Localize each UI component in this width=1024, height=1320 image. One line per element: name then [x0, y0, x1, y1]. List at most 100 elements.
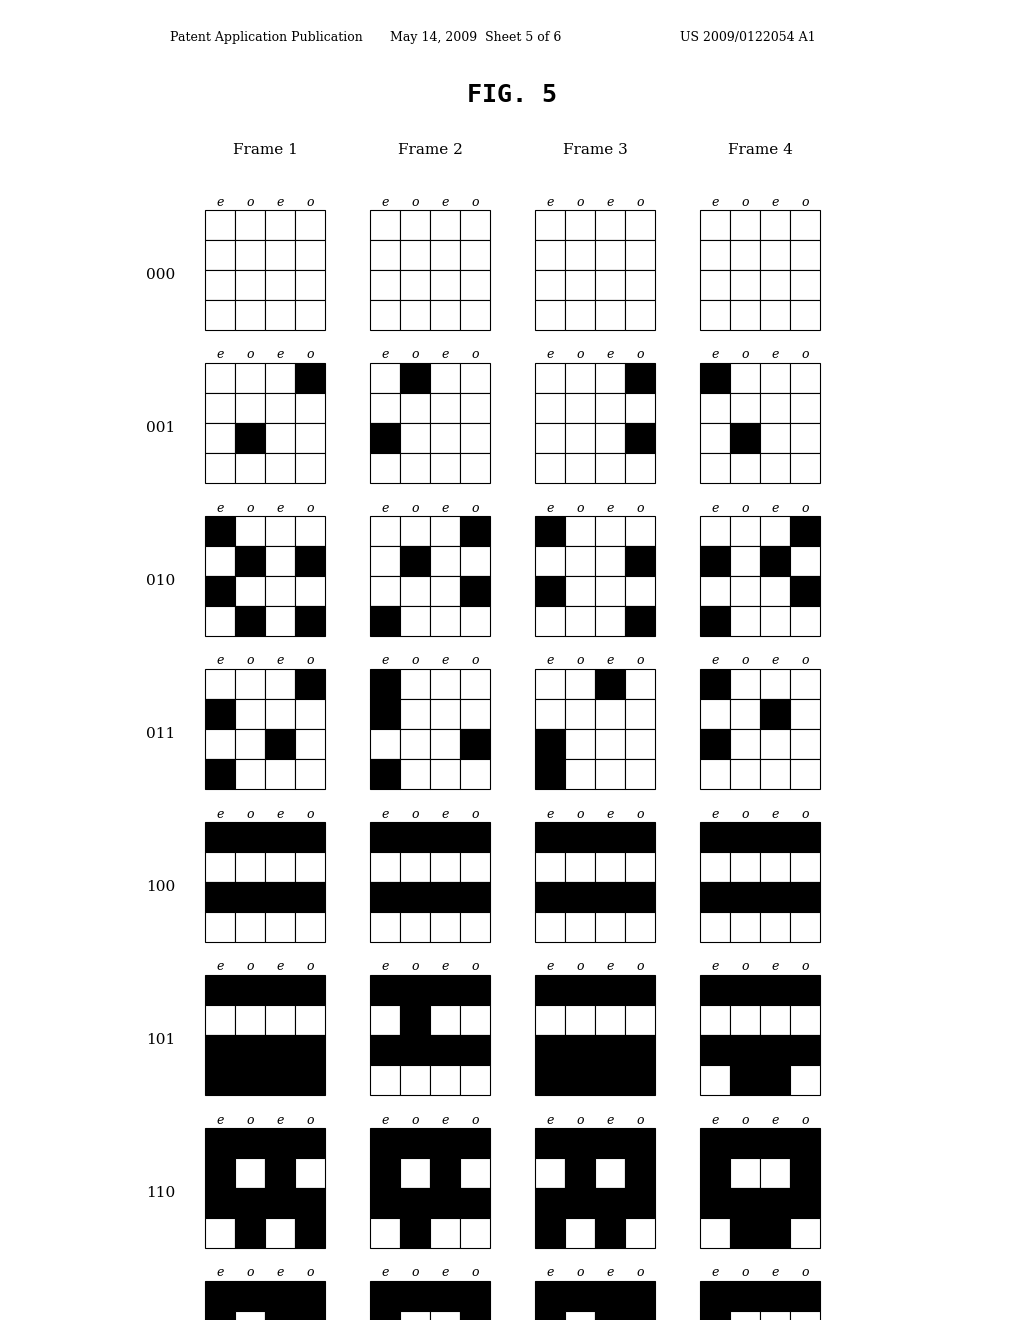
Bar — [625, 271, 655, 300]
Text: e: e — [276, 502, 284, 515]
Bar — [790, 271, 820, 300]
Bar — [265, 669, 295, 700]
Bar — [760, 975, 790, 1005]
Bar — [295, 546, 325, 576]
Bar — [265, 1065, 295, 1096]
Text: o: o — [246, 655, 254, 668]
Bar — [400, 975, 430, 1005]
Bar — [535, 1129, 565, 1158]
Bar — [760, 422, 790, 453]
Bar — [565, 1065, 595, 1096]
Text: o: o — [412, 1266, 419, 1279]
Bar — [535, 1311, 565, 1320]
Bar — [595, 453, 625, 483]
Text: e: e — [441, 961, 449, 974]
Bar — [760, 453, 790, 483]
Text: o: o — [636, 348, 644, 362]
Bar — [700, 1311, 730, 1320]
Bar — [400, 1035, 430, 1065]
Bar — [265, 975, 295, 1005]
Bar — [295, 759, 325, 789]
Bar — [730, 729, 760, 759]
Bar — [205, 1065, 234, 1096]
Bar — [790, 363, 820, 393]
Bar — [625, 1158, 655, 1188]
Bar — [595, 1065, 625, 1096]
Bar — [595, 1280, 625, 1311]
Bar — [565, 1005, 595, 1035]
Bar — [234, 912, 265, 942]
Bar — [205, 1035, 234, 1065]
Bar — [265, 271, 295, 300]
Bar — [205, 729, 234, 759]
Bar — [700, 822, 730, 851]
Bar — [730, 210, 760, 240]
Bar — [265, 822, 295, 851]
Bar — [460, 546, 490, 576]
Text: 010: 010 — [145, 574, 175, 587]
Text: e: e — [216, 1266, 223, 1279]
Bar — [535, 975, 565, 1005]
Bar — [234, 1280, 265, 1311]
Bar — [760, 822, 790, 851]
Bar — [790, 729, 820, 759]
Text: e: e — [771, 655, 778, 668]
Text: o: o — [636, 1114, 644, 1126]
Bar — [430, 975, 460, 1005]
Bar — [625, 669, 655, 700]
Bar — [790, 759, 820, 789]
Bar — [295, 1035, 325, 1065]
Bar — [265, 516, 295, 546]
Bar — [370, 1280, 400, 1311]
Text: May 14, 2009  Sheet 5 of 6: May 14, 2009 Sheet 5 of 6 — [390, 32, 561, 45]
Bar — [625, 882, 655, 912]
Bar — [790, 576, 820, 606]
Bar — [370, 1188, 400, 1218]
Bar — [400, 393, 430, 422]
Bar — [234, 516, 265, 546]
Bar — [430, 759, 460, 789]
Bar — [370, 1035, 400, 1065]
Bar — [760, 700, 790, 729]
Bar — [595, 546, 625, 576]
Bar — [595, 700, 625, 729]
Bar — [370, 363, 400, 393]
Bar — [790, 422, 820, 453]
Bar — [595, 1218, 625, 1247]
Bar — [700, 576, 730, 606]
Bar — [205, 300, 234, 330]
Bar — [400, 300, 430, 330]
Bar — [730, 516, 760, 546]
Bar — [265, 851, 295, 882]
Bar — [295, 1188, 325, 1218]
Bar — [370, 1311, 400, 1320]
Bar — [625, 700, 655, 729]
Bar — [790, 1218, 820, 1247]
Text: e: e — [606, 655, 613, 668]
Bar — [535, 669, 565, 700]
Bar — [700, 1280, 730, 1311]
Bar — [595, 576, 625, 606]
Bar — [400, 700, 430, 729]
Text: 101: 101 — [145, 1034, 175, 1047]
Bar — [370, 453, 400, 483]
Text: Frame 3: Frame 3 — [562, 143, 628, 157]
Bar — [234, 1065, 265, 1096]
Bar — [460, 1035, 490, 1065]
Bar — [730, 975, 760, 1005]
Bar — [760, 516, 790, 546]
Bar — [370, 1065, 400, 1096]
Bar — [400, 759, 430, 789]
Bar — [234, 851, 265, 882]
Bar — [430, 669, 460, 700]
Text: o: o — [412, 1114, 419, 1126]
Bar — [400, 1005, 430, 1035]
Text: e: e — [441, 808, 449, 821]
Bar — [400, 210, 430, 240]
Bar — [265, 1129, 295, 1158]
Bar — [730, 851, 760, 882]
Bar — [205, 912, 234, 942]
Text: e: e — [771, 1114, 778, 1126]
Text: e: e — [216, 1114, 223, 1126]
Bar — [565, 516, 595, 546]
